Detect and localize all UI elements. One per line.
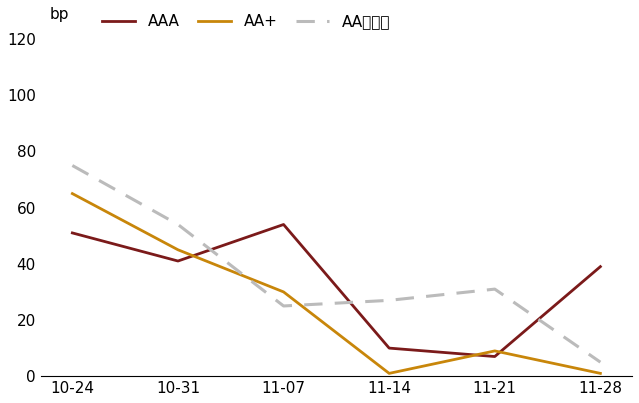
Line: AA+: AA+ <box>72 193 601 374</box>
AAA <box>491 354 498 359</box>
AAA <box>597 264 604 269</box>
Line: AA及以下: AA及以下 <box>72 166 601 362</box>
AA及以下 <box>280 303 288 308</box>
AA及以下 <box>385 298 393 303</box>
AA+ <box>68 191 76 196</box>
AA+ <box>174 247 182 252</box>
AA及以下 <box>597 360 604 365</box>
Legend: AAA, AA+, AA及以下: AAA, AA+, AA及以下 <box>96 8 396 35</box>
Text: bp: bp <box>50 6 69 21</box>
AAA <box>174 259 182 264</box>
AA+ <box>385 371 393 376</box>
AAA <box>385 346 393 351</box>
AA+ <box>491 349 498 353</box>
AA+ <box>280 289 288 294</box>
AA及以下 <box>68 163 76 168</box>
AAA <box>68 231 76 235</box>
AA及以下 <box>491 287 498 291</box>
Line: AAA: AAA <box>72 224 601 357</box>
AA及以下 <box>174 222 182 227</box>
AA+ <box>597 371 604 376</box>
AAA <box>280 222 288 227</box>
